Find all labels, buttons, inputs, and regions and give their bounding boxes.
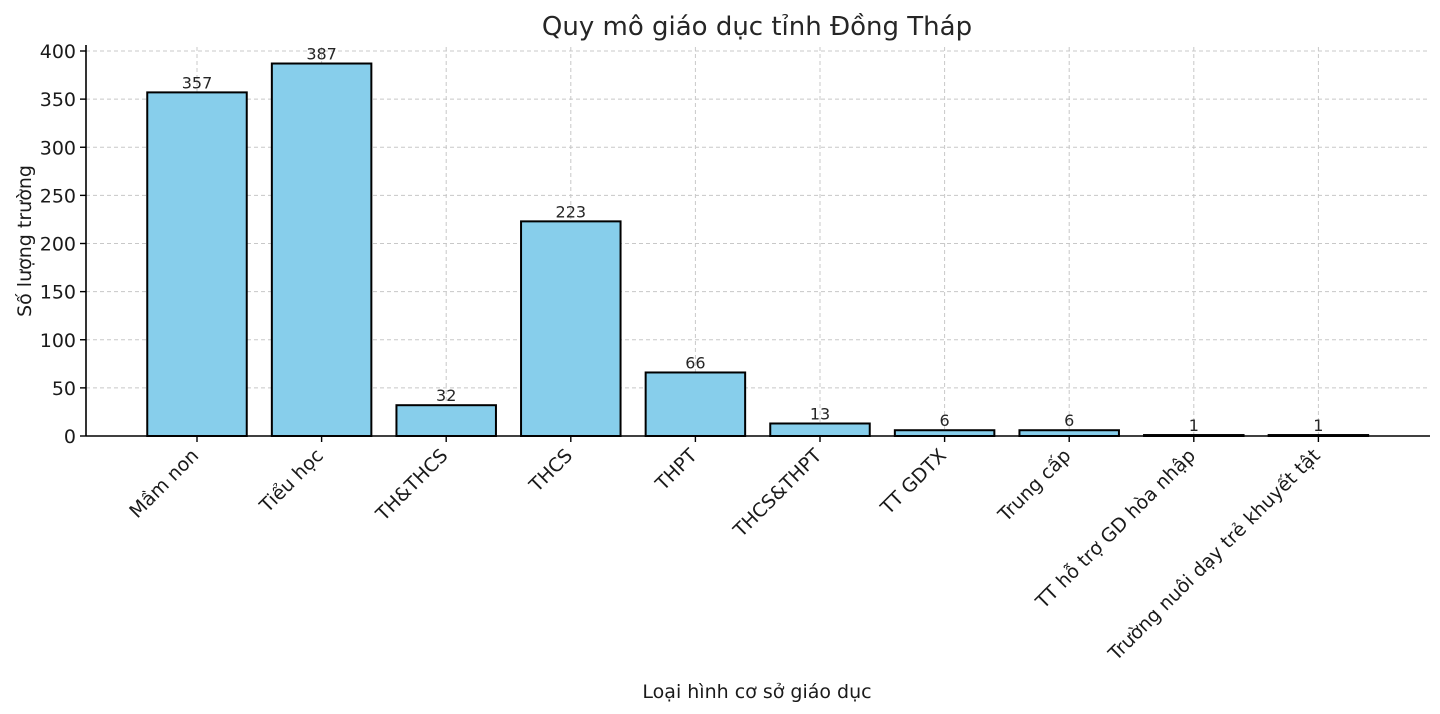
bar	[769, 422, 871, 437]
bar-value-label: 6	[940, 411, 950, 430]
y-tick-label: 200	[40, 234, 76, 256]
bar	[893, 429, 996, 438]
x-tick-label: THCS	[525, 445, 577, 497]
x-tick-label: TT GDTX	[876, 445, 951, 520]
chart-title: Quy mô giáo dục tỉnh Đồng Tháp	[542, 12, 972, 42]
x-axis-label: Loại hình cơ sở giáo dục	[642, 681, 871, 703]
bar	[395, 404, 497, 438]
y-tick-label: 350	[40, 89, 76, 111]
bar-value-label: 1	[1189, 416, 1199, 435]
bar-value-label: 13	[810, 404, 830, 423]
y-axis-label: Số lượng trường	[14, 165, 36, 317]
y-tick-label: 250	[40, 185, 76, 207]
bar-value-label: 32	[436, 386, 456, 405]
bar-value-label: 1	[1313, 416, 1323, 435]
x-tick-label: THCS&THPT	[729, 444, 827, 542]
x-tick-label: TH&THCS	[371, 445, 452, 526]
bar-value-label: 223	[556, 202, 587, 221]
x-tick-label: THPT	[651, 444, 702, 495]
y-tick-label: 150	[40, 282, 76, 304]
bar-value-label: 387	[306, 45, 337, 64]
y-tick-label: 50	[52, 378, 76, 400]
bar	[644, 371, 747, 438]
axes	[80, 45, 1430, 442]
bar-value-label: 66	[685, 353, 705, 372]
bar	[520, 220, 622, 437]
y-tick-label: 100	[40, 330, 76, 352]
x-tick-label: Trung cấp	[993, 445, 1075, 527]
bar	[146, 91, 248, 437]
x-tick-label: Trường nuôi dạy trẻ khuyết tật	[1104, 445, 1325, 666]
bar-value-label: 357	[182, 73, 213, 92]
x-tick-label: Tiểu học	[255, 445, 328, 518]
y-tick-label: 400	[40, 41, 76, 63]
y-tick-label: 300	[40, 137, 76, 159]
bar-value-label: 6	[1064, 411, 1074, 430]
y-tick-label: 0	[64, 426, 76, 448]
bar	[1018, 429, 1120, 438]
x-tick-label: Mầm non	[125, 445, 203, 523]
bars	[146, 62, 1370, 438]
bar	[270, 62, 373, 437]
